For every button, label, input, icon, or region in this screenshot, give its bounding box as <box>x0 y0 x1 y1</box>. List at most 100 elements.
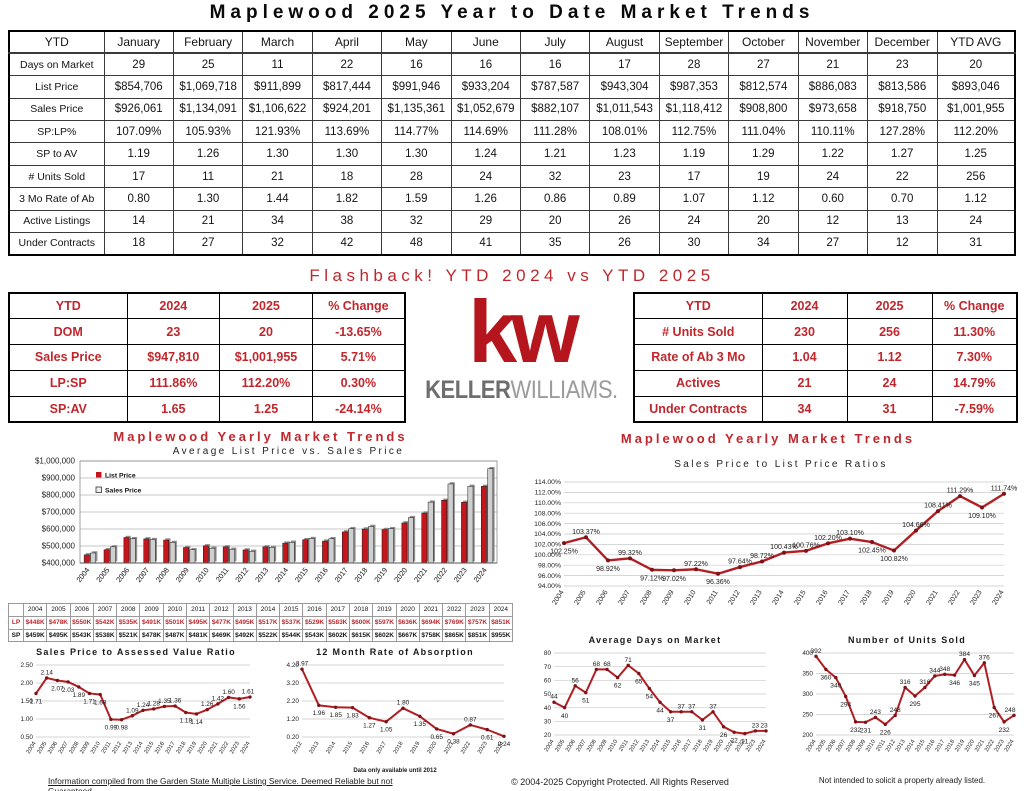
x-tick-label: 2019 <box>954 739 966 753</box>
x-tick-label: 2021 <box>724 739 736 753</box>
data-label: 23 <box>760 722 768 729</box>
x-tick-label: 2019 <box>703 739 715 753</box>
table-cell: $1,118,412 <box>658 97 730 122</box>
table-cell: $1,069,718 <box>172 75 244 99</box>
y-tick-label: 250 <box>802 712 813 719</box>
bar-chart-title: Average List Price vs. Sales Price <box>172 446 405 457</box>
x-tick-label: 2020 <box>426 741 438 755</box>
x-tick-label: 2023 <box>970 589 984 606</box>
table-cell: $597K <box>372 615 397 630</box>
data-point <box>844 694 848 699</box>
table-cell: 2011 <box>185 603 211 617</box>
x-tick-label: 2015 <box>342 741 354 755</box>
bar <box>381 529 388 564</box>
y-tick-label: 20 <box>544 732 552 739</box>
units-chart-title: Number of Units Sold <box>848 635 966 645</box>
table-cell: 1.12 <box>728 187 799 211</box>
bar <box>83 554 90 564</box>
data-label: 40 <box>561 713 569 720</box>
data-label: 1.35 <box>414 721 427 728</box>
x-tick-label: 2010 <box>684 589 698 606</box>
x-tick-label: 2021 <box>443 741 455 755</box>
x-tick-label: 2013 <box>895 739 907 753</box>
table-row: LP:SP 111.86% 112.20% 0.30% <box>8 369 406 397</box>
y-tick-label: 110.00% <box>535 500 561 507</box>
bar <box>302 539 309 564</box>
data-point <box>672 568 676 573</box>
table-cell: 111.86% <box>126 369 221 397</box>
data-point <box>1012 713 1016 718</box>
table-cell: 1.30 <box>172 187 244 211</box>
data-point <box>711 710 715 714</box>
data-label: 1.68 <box>94 699 107 706</box>
table-cell: $537K <box>279 615 304 630</box>
table-cell: $757K <box>465 615 490 630</box>
x-tick-label: 2017 <box>376 741 388 755</box>
data-label: 1.60 <box>222 689 235 696</box>
table-cell: 2022 <box>442 603 467 617</box>
table-cell: 30 <box>658 232 730 256</box>
x-tick-label: 2023 <box>452 566 469 584</box>
data-label: 0.38 <box>447 739 460 746</box>
data-label: 1.27 <box>363 723 376 730</box>
data-label: 226 <box>880 729 891 736</box>
y-tick-label: 70 <box>544 664 552 671</box>
table-cell: $973,658 <box>797 97 868 122</box>
x-tick-label: 2014 <box>325 740 337 755</box>
table-row: Under Contracts 34 31 -7.59% <box>633 395 1018 423</box>
x-tick-label: 2007 <box>58 741 70 755</box>
table-cell: $893,046 <box>936 75 1016 99</box>
y-tick-label: 50 <box>544 691 552 698</box>
table-cell: Days on Market <box>8 52 105 77</box>
legend-label-sales-price: Sales Price <box>105 487 141 494</box>
table-cell: 23 <box>589 164 660 189</box>
table-row: 2004 2005 2006 2007 2008 2009 2010 2011 2012 2013… <box>8 603 514 617</box>
x-tick-label: 2024 <box>992 589 1006 606</box>
bar <box>427 501 434 564</box>
table-cell: SP:AV <box>8 395 128 423</box>
x-tick-label: 2019 <box>372 566 389 584</box>
bar <box>348 528 355 564</box>
data-point <box>853 720 858 724</box>
table-cell: $851K <box>465 628 490 643</box>
table-cell: $851K <box>488 615 514 630</box>
table-cell: 11.30% <box>931 318 1018 346</box>
x-tick-label: 2009 <box>597 739 609 753</box>
y-tick-label: 2.50 <box>21 662 34 669</box>
table-cell: $1,052,679 <box>450 97 521 122</box>
table-cell: 3 Mo Rate of Ab <box>8 187 105 211</box>
table-cell: 0.80 <box>103 187 174 211</box>
data-label: 1.85 <box>329 712 342 719</box>
x-tick-label: 2012 <box>233 566 250 584</box>
data-label: 97.22% <box>684 561 708 568</box>
data-point <box>637 671 641 676</box>
x-tick-label: 2006 <box>565 739 577 753</box>
table-cell: 12 <box>797 209 868 234</box>
data-label: 103.10% <box>836 530 864 537</box>
data-label: 1.61 <box>242 689 255 696</box>
x-tick-label: 2008 <box>586 739 598 753</box>
data-point <box>552 700 556 704</box>
right-section-title: Maplewood Yearly Market Trends <box>620 431 916 446</box>
data-point <box>562 541 566 546</box>
x-tick-label: 2014 <box>772 589 786 606</box>
x-tick-label: 2024 <box>1004 738 1016 753</box>
x-tick-label: 2006 <box>826 739 838 753</box>
y-tick-label: 40 <box>544 705 552 712</box>
y-tick-label: 2.20 <box>287 698 300 705</box>
data-point <box>184 710 188 715</box>
column-header-cell: December <box>866 30 938 55</box>
table-cell: 256 <box>936 164 1016 189</box>
table-cell: Under Contracts <box>8 232 105 256</box>
table-cell: 5.71% <box>311 344 406 371</box>
table-cell: $926,061 <box>103 97 174 122</box>
table-cell: 21 <box>761 369 848 397</box>
table-cell: 20 <box>219 318 313 346</box>
table-cell: 31 <box>846 395 933 423</box>
x-tick-label: 2018 <box>393 741 405 755</box>
data-label: 295 <box>909 701 920 708</box>
table-cell: 34 <box>761 395 848 423</box>
table-cell: DOM <box>8 318 128 346</box>
x-tick-label: 2010 <box>194 566 211 584</box>
